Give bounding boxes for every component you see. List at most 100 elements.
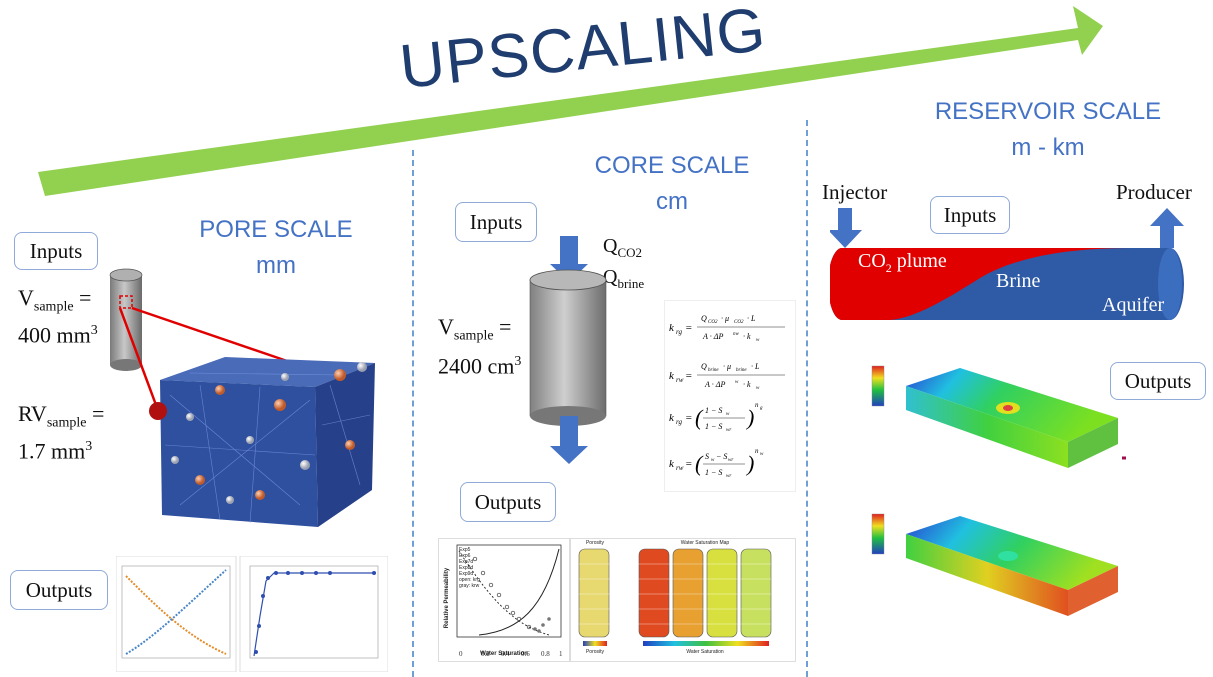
legend-item-4: Exp8d [459, 565, 474, 571]
core-v-value: 2400 cm [438, 353, 515, 379]
svg-text:w: w [756, 338, 760, 343]
reservoir-inputs-box: Inputs [930, 196, 1010, 234]
reservoir-aquifer-diagram [830, 208, 1184, 320]
svg-text:w: w [756, 386, 760, 391]
producer-arrow [1150, 208, 1184, 248]
co2-plume-sub: 2 [885, 261, 892, 275]
pore-output-plots [116, 556, 388, 672]
pore-rv-sub: sample [46, 415, 87, 431]
brine-label: Brine [996, 270, 1041, 292]
svg-text:brine: brine [736, 368, 747, 373]
svg-text:k: k [669, 370, 675, 382]
svg-text:g: g [760, 406, 763, 411]
svg-text:CO2: CO2 [708, 320, 718, 325]
core-saturation-title: Water Saturation Map [680, 540, 730, 546]
svg-text:Q: Q [701, 362, 707, 371]
svg-text:w: w [711, 458, 715, 463]
pore-v-sub: sample [33, 299, 74, 315]
svg-text:(: ( [695, 451, 704, 476]
svg-text:n: n [755, 401, 759, 409]
svg-text:S: S [705, 452, 709, 461]
svg-text:=: = [685, 412, 692, 424]
pore-sample-cylinder [109, 268, 143, 371]
svg-text:nw: nw [733, 332, 740, 337]
svg-text:0.8: 0.8 [541, 650, 550, 658]
pore-rv-value: 1.7 mm [18, 438, 86, 464]
core-saturation-maps: Porosity Water Saturation Map Porosity W… [570, 538, 796, 662]
svg-text:Q: Q [701, 314, 707, 323]
core-outputs-box: Outputs [460, 482, 556, 522]
core-inputs-box: Inputs [455, 202, 537, 242]
reservoir-sim-block-2 [871, 513, 1118, 616]
svg-text:· μ: · μ [721, 314, 729, 323]
core-v-label: V [438, 314, 454, 339]
co2-plume-co: CO [858, 250, 886, 272]
svg-text:· μ: · μ [723, 362, 731, 371]
core-scale-unit: cm [656, 188, 688, 215]
svg-text:rw: rw [676, 464, 684, 472]
producer-label: Producer [1116, 180, 1192, 204]
reservoir-scale-name: RESERVOIR SCALE [934, 98, 1162, 125]
legend-item-3: Exp7d [459, 559, 474, 565]
svg-text:CO2: CO2 [734, 320, 744, 325]
svg-text:n: n [755, 447, 759, 455]
pore-inputs-box: Inputs [14, 232, 98, 270]
pore-outputs-box: Outputs [10, 570, 108, 610]
svg-text:0: 0 [459, 650, 463, 658]
pore-scale-name: PORE SCALE [199, 216, 353, 243]
legend-item-5: Exp9d [459, 571, 474, 577]
injector-arrow [830, 208, 862, 248]
pore-scale-title: PORE SCALE mm [176, 212, 376, 284]
core-relperm-ylabel: Relative Permeability [444, 567, 450, 629]
svg-text:w: w [735, 380, 739, 385]
svg-text:brine: brine [708, 368, 719, 373]
core-v-sample: Vsample = 2400 cm3 [438, 314, 522, 379]
core-scale-name: CORE SCALE [594, 152, 750, 179]
reservoir-sim-block-1 [871, 365, 1126, 468]
legend-item-1: Exp5 [459, 547, 471, 553]
legend-item-2: Exp6 [459, 553, 471, 559]
svg-text:k: k [669, 458, 675, 470]
reservoir-outputs-box: Outputs [1110, 362, 1206, 400]
co2-plume-rest: plume [891, 250, 947, 272]
svg-text:· k: · k [743, 380, 751, 389]
core-flow-rates: QCO2 Qbrine [603, 234, 644, 296]
svg-text:=: = [685, 458, 692, 470]
pore-rv-label: RV [18, 401, 47, 426]
svg-text:wr: wr [726, 428, 731, 433]
core-q1: Q [603, 235, 618, 257]
svg-text:(: ( [695, 405, 704, 430]
svg-text:rw: rw [676, 376, 684, 384]
svg-text:w: w [760, 452, 764, 457]
svg-text:wr: wr [726, 474, 731, 479]
core-q2: Q [603, 266, 618, 288]
reservoir-scale-title: RESERVOIR SCALE m - km [908, 94, 1188, 166]
svg-text:· L: · L [747, 314, 756, 323]
legend-note-1: open: krg [459, 577, 480, 583]
pore-v-label: V [18, 285, 34, 310]
core-saturation-xlabel: Water Saturation [686, 649, 724, 655]
svg-text:0.4: 0.4 [501, 650, 510, 658]
core-relperm-legend: Exp5 Exp6 Exp7d Exp8d Exp9d open: krg gr… [459, 547, 480, 589]
core-outlet-arrow [550, 416, 588, 464]
pore-v-sample: Vsample = 400 mm3 [18, 285, 98, 348]
svg-text:· L: · L [751, 362, 760, 371]
svg-text:A · ΔP: A · ΔP [702, 332, 723, 341]
divider-left [412, 150, 414, 677]
svg-text:=: = [685, 370, 692, 382]
svg-text:1 − S: 1 − S [705, 406, 722, 415]
reservoir-scale-unit: m - km [1011, 134, 1085, 161]
core-porosity-xlabel: Porosity [585, 649, 605, 655]
svg-text:): ) [745, 405, 754, 430]
svg-text:0.2: 0.2 [481, 650, 490, 658]
svg-text:rg: rg [676, 418, 682, 426]
co2-plume-label: CO2 plume [858, 250, 947, 276]
injector-label: Injector [822, 180, 888, 204]
aquifer-label: Aquifer [1102, 294, 1165, 316]
core-q1-sub: CO2 [617, 245, 643, 260]
core-sample-cylinder [529, 236, 607, 464]
svg-text:1: 1 [559, 650, 563, 658]
svg-text:A · ΔP: A · ΔP [704, 380, 725, 389]
svg-text:wr: wr [728, 458, 733, 463]
